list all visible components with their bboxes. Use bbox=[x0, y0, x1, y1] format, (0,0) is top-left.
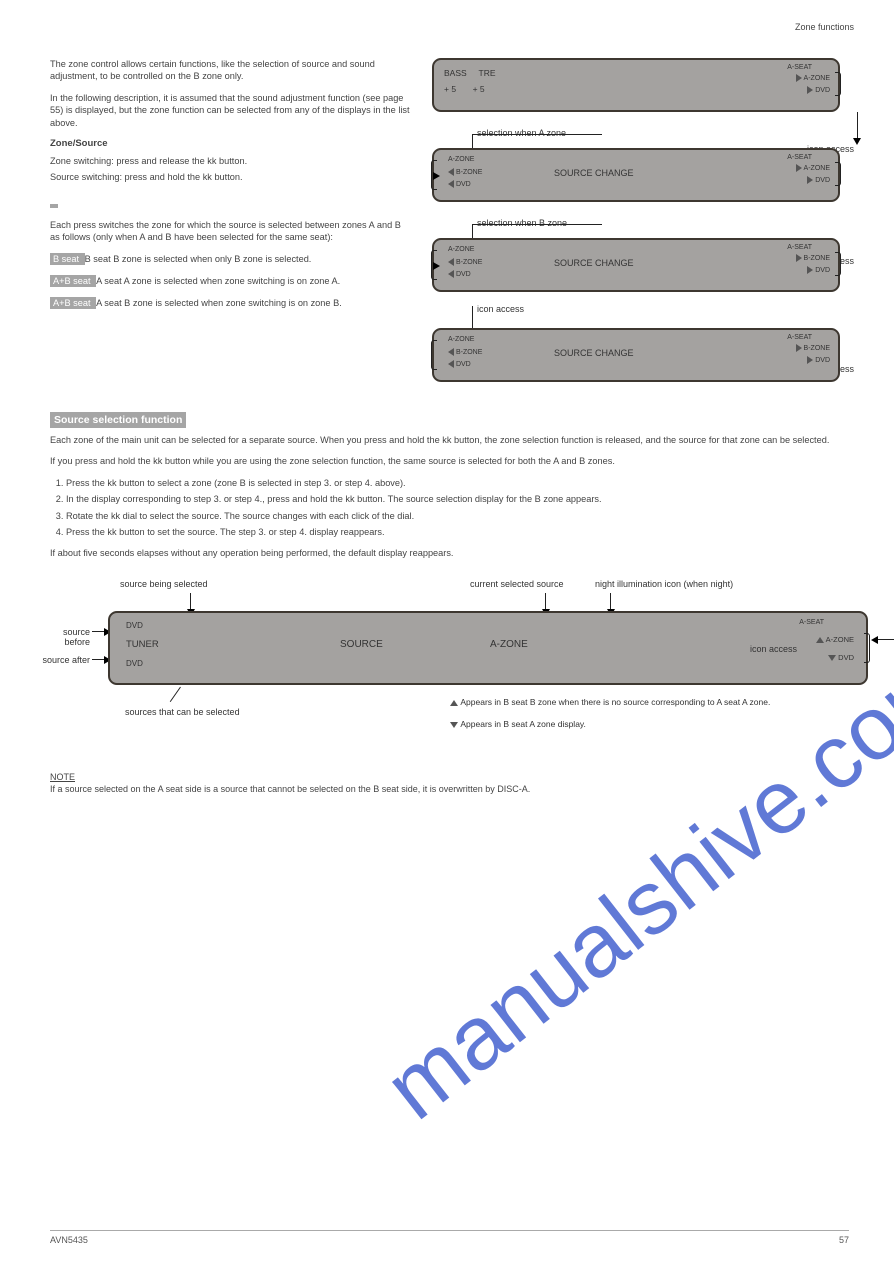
k-text1: Zone switching: press and release the kk… bbox=[50, 155, 410, 167]
legend-a: Appears in B seat B zone when there is n… bbox=[460, 697, 770, 707]
source-steps: Press the kk button to select a zone (zo… bbox=[50, 477, 854, 539]
footer-model: AVN5435 bbox=[50, 1235, 88, 1245]
footnote: If a source selected on the A seat side … bbox=[50, 783, 854, 795]
zone-switch-heading bbox=[50, 204, 58, 208]
zone-switch-desc: Each press switches the zone for which t… bbox=[50, 219, 410, 244]
label-icon-access-4: icon access bbox=[477, 304, 524, 314]
big-top-right: night illumination icon (when night) bbox=[595, 579, 795, 589]
footer-page: 57 bbox=[839, 1235, 849, 1245]
big-left2: source after bbox=[40, 655, 90, 665]
source-p1: Each zone of the main unit can be select… bbox=[50, 434, 854, 446]
step-2: In the display corresponding to step 3. … bbox=[66, 493, 854, 505]
legend-b: Appears in B seat A zone display. bbox=[460, 719, 586, 729]
source-note: If about five seconds elapses without an… bbox=[50, 547, 854, 559]
page-header: Zone functions bbox=[50, 22, 854, 32]
footnote-label: NOTE bbox=[50, 771, 854, 783]
label-sel-a: selection when A zone bbox=[477, 128, 566, 138]
step-3: Rotate the kk dial to select the source.… bbox=[66, 510, 854, 522]
source-sel-heading: Source selection function bbox=[50, 412, 186, 428]
big-top-mid: current selected source bbox=[470, 579, 564, 589]
big-top-left: source being selected bbox=[120, 579, 208, 589]
lcd-screen-2: A-ZONE B-ZONE DVD SOURCE CHANGE A-SEAT A… bbox=[432, 148, 840, 202]
source-p2: If you press and hold the kk button whil… bbox=[50, 455, 854, 467]
big-left1: source before bbox=[40, 627, 90, 647]
page-footer: AVN5435 57 bbox=[50, 1230, 849, 1245]
k-label: Zone/Source bbox=[50, 138, 410, 151]
big-right: icon access bbox=[750, 644, 797, 654]
intro-p2: In the following description, it is assu… bbox=[50, 92, 410, 129]
lcd-screen-4: A-ZONE B-ZONE DVD SOURCE CHANGE A-SEAT B… bbox=[432, 328, 840, 382]
step-4: Press the kk button to set the source. T… bbox=[66, 526, 854, 538]
lcd-screen-1: BASS TRE + 5 + 5 A-SEAT A-ZONE DVD bbox=[432, 58, 840, 112]
label-sel-b: selection when B zone bbox=[477, 218, 567, 228]
big-bottom: sources that can be selected bbox=[125, 707, 240, 717]
step-1: Press the kk button to select a zone (zo… bbox=[66, 477, 854, 489]
grey2: A+B seat A seat A zone is selected when … bbox=[50, 275, 410, 287]
k-text2: Source switching: press and hold the kk … bbox=[50, 171, 410, 183]
grey1: B seat B seat B zone is selected when on… bbox=[50, 253, 410, 265]
intro-p1: The zone control allows certain function… bbox=[50, 58, 410, 83]
lcd-screen-3: A-ZONE B-ZONE DVD SOURCE CHANGE A-SEAT B… bbox=[432, 238, 840, 292]
grey3: A+B seat A seat B zone is selected when … bbox=[50, 297, 410, 309]
